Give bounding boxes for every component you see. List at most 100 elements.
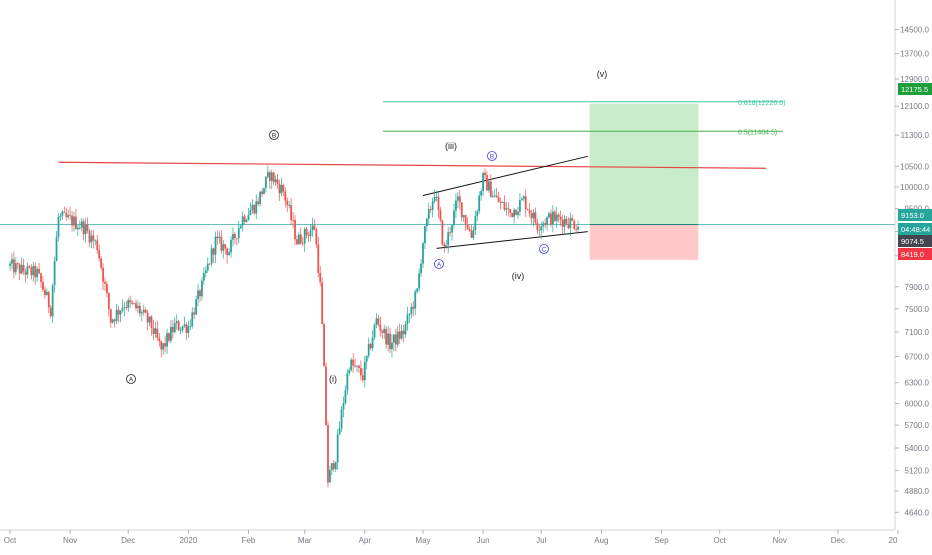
candle-body[interactable]: [449, 232, 452, 233]
candle-body[interactable]: [189, 326, 192, 327]
candle-body[interactable]: [94, 240, 97, 242]
candle-body[interactable]: [536, 222, 539, 230]
candle-body[interactable]: [468, 228, 471, 231]
candle-body[interactable]: [90, 235, 93, 243]
candle-body[interactable]: [40, 273, 42, 283]
candle-body[interactable]: [575, 228, 578, 230]
candle-body[interactable]: [412, 306, 415, 309]
candle-body[interactable]: [352, 359, 355, 366]
candle-body[interactable]: [121, 307, 124, 311]
candle-body[interactable]: [369, 343, 372, 349]
triangle-trendline[interactable]: [436, 231, 588, 249]
candle-body[interactable]: [361, 375, 364, 381]
candle-body[interactable]: [367, 343, 370, 356]
candle-body[interactable]: [148, 316, 151, 323]
candle-body[interactable]: [14, 263, 17, 273]
candle-body[interactable]: [34, 265, 37, 278]
candle-body[interactable]: [394, 334, 397, 345]
candle-body[interactable]: [389, 333, 391, 350]
candle-body[interactable]: [517, 211, 519, 215]
candle-body[interactable]: [286, 200, 289, 206]
candle-body[interactable]: [49, 307, 52, 317]
candle-body[interactable]: [321, 282, 324, 325]
candle-body[interactable]: [356, 365, 358, 367]
candle-body[interactable]: [524, 196, 527, 210]
candle-body[interactable]: [43, 289, 46, 296]
candle-body[interactable]: [557, 214, 560, 217]
candle-body[interactable]: [208, 263, 211, 265]
candle-body[interactable]: [301, 243, 304, 245]
candle-body[interactable]: [199, 290, 201, 297]
candle-body[interactable]: [71, 215, 73, 226]
candle-body[interactable]: [400, 330, 403, 339]
candle-body[interactable]: [63, 211, 66, 213]
candle-body[interactable]: [171, 326, 174, 333]
candle-body[interactable]: [340, 409, 343, 429]
candle-body[interactable]: [179, 329, 182, 331]
candle-body[interactable]: [195, 299, 198, 315]
candle-body[interactable]: [513, 209, 516, 217]
candle-body[interactable]: [327, 425, 329, 483]
candle-body[interactable]: [330, 463, 333, 471]
candle-body[interactable]: [133, 303, 135, 305]
candle-body[interactable]: [453, 210, 455, 226]
candle-body[interactable]: [546, 217, 548, 226]
candle-body[interactable]: [156, 328, 159, 338]
candle-body[interactable]: [222, 244, 225, 251]
candle-body[interactable]: [561, 220, 564, 227]
candle-body[interactable]: [315, 229, 318, 245]
candle-body[interactable]: [311, 225, 314, 231]
candle-body[interactable]: [57, 216, 60, 238]
candle-body[interactable]: [154, 328, 157, 334]
candle-body[interactable]: [142, 309, 145, 313]
candle-body[interactable]: [11, 259, 13, 264]
candle-body[interactable]: [268, 172, 271, 181]
candle-body[interactable]: [12, 259, 15, 273]
candle-body[interactable]: [402, 330, 405, 335]
candle-body[interactable]: [433, 196, 436, 202]
candle-body[interactable]: [280, 184, 283, 194]
candle-body[interactable]: [482, 172, 484, 192]
candle-body[interactable]: [472, 230, 475, 238]
candle-body[interactable]: [305, 228, 308, 235]
candle-body[interactable]: [249, 210, 252, 216]
candle-body[interactable]: [152, 327, 155, 334]
candle-body[interactable]: [548, 213, 550, 218]
candle-body[interactable]: [309, 230, 312, 236]
candle-body[interactable]: [528, 210, 531, 214]
candle-body[interactable]: [571, 218, 574, 221]
candle-body[interactable]: [551, 211, 554, 225]
candle-body[interactable]: [435, 196, 438, 198]
candle-body[interactable]: [511, 212, 514, 217]
candle-body[interactable]: [146, 312, 149, 323]
candle-body[interactable]: [534, 212, 537, 223]
candle-body[interactable]: [61, 211, 64, 216]
candle-body[interactable]: [26, 266, 29, 275]
candle-body[interactable]: [360, 367, 362, 376]
candle-body[interactable]: [245, 219, 248, 223]
candle-body[interactable]: [218, 236, 221, 239]
candle-body[interactable]: [224, 244, 227, 249]
candle-body[interactable]: [486, 175, 488, 191]
candle-body[interactable]: [462, 215, 465, 218]
candle-body[interactable]: [88, 230, 91, 243]
candle-body[interactable]: [42, 282, 44, 290]
candle-body[interactable]: [59, 215, 62, 217]
candle-body[interactable]: [437, 196, 440, 211]
candle-body[interactable]: [53, 261, 56, 286]
candle-body[interactable]: [387, 333, 389, 345]
candle-body[interactable]: [466, 224, 469, 229]
candle-body[interactable]: [456, 196, 459, 201]
candle-body[interactable]: [348, 370, 351, 374]
candle-body[interactable]: [51, 285, 54, 317]
candle-body[interactable]: [363, 361, 366, 381]
candle-body[interactable]: [177, 321, 180, 331]
candle-body[interactable]: [559, 216, 562, 221]
candle-body[interactable]: [131, 302, 134, 304]
candle-body[interactable]: [410, 306, 413, 315]
candle-body[interactable]: [424, 226, 426, 244]
candle-body[interactable]: [519, 200, 521, 212]
candle-body[interactable]: [577, 226, 579, 230]
candle-body[interactable]: [266, 172, 269, 177]
